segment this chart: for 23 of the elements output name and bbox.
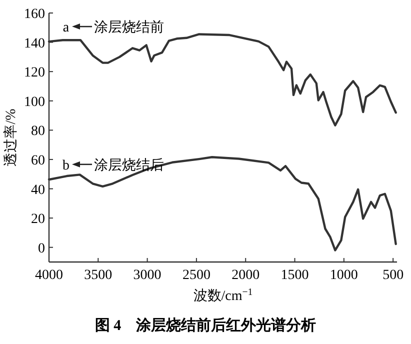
x-tick-label: 4000 <box>35 268 63 283</box>
x-tick-label: 3500 <box>84 268 112 283</box>
y-tick-label: 40 <box>31 182 45 198</box>
x-tick-label: 1000 <box>330 268 358 283</box>
series-label: b <box>62 158 70 174</box>
x-axis-title: 波数/cm$^{−1}$ <box>193 286 253 304</box>
y-tick-label: 80 <box>31 124 45 140</box>
x-tick-label: 3000 <box>133 268 162 283</box>
text: 图 4 涂层烧结前后红外光谱分析 <box>94 316 316 334</box>
series-label: a <box>62 20 70 36</box>
y-tick-label: 120 <box>24 66 45 81</box>
y-axis-title: 透过率/% <box>3 108 19 166</box>
x-tick-label: 500 <box>382 268 404 283</box>
x-tick-label: 1500 <box>280 268 309 283</box>
y-tick-label: 20 <box>31 212 45 228</box>
y-tick-label: 100 <box>24 94 45 110</box>
y-tick-label: 140 <box>24 36 45 52</box>
x-tick-label: 2500 <box>182 268 210 283</box>
y-tick-label: 0 <box>38 241 45 256</box>
annotation: 涂层烧结前 <box>94 20 164 36</box>
x-tick-label: 2000 <box>232 268 260 283</box>
y-tick-label: 60 <box>31 153 45 168</box>
y-tick-label: 160 <box>24 7 45 22</box>
